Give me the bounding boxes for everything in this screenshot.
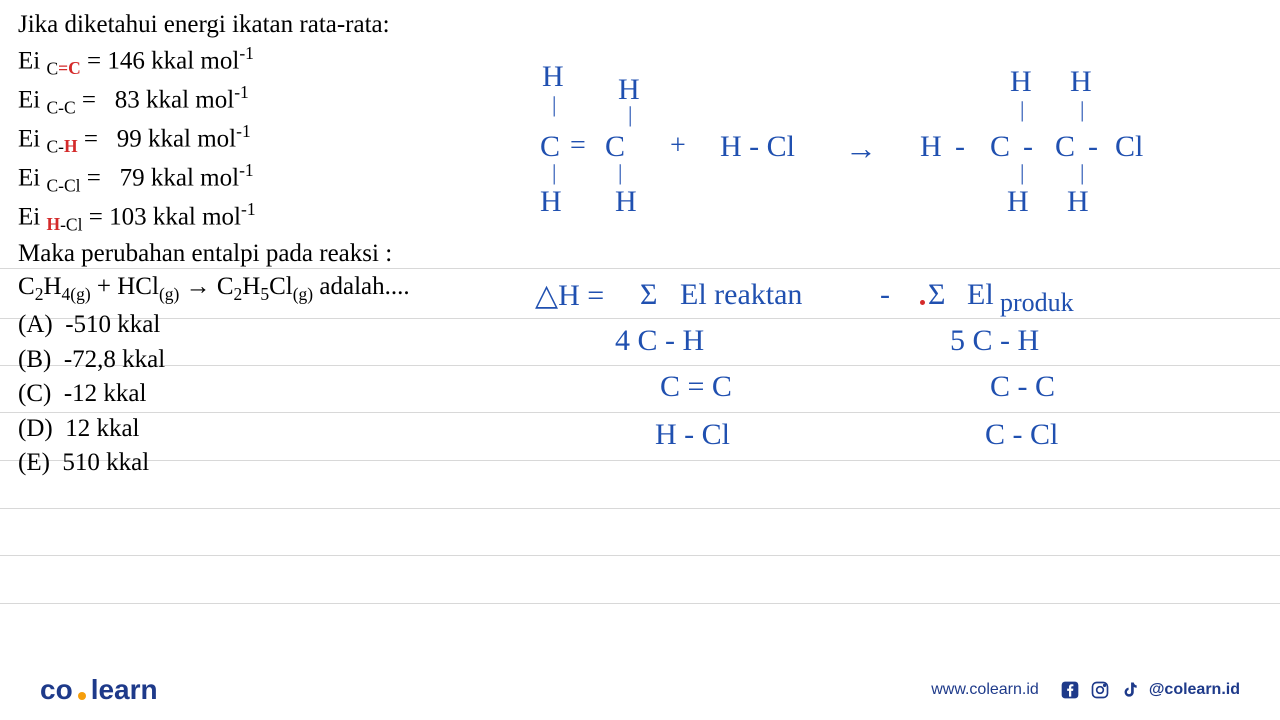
- structure-right-top_H2: H: [1070, 65, 1092, 99]
- bondlist-left-0: 4 C - H: [615, 324, 704, 358]
- structure-right-H: H: [920, 130, 942, 164]
- answer-options: (A) -510 kkal(B) -72,8 kkal(C) -12 kkal(…: [18, 308, 165, 481]
- structure-right-bond_v1: |: [1020, 97, 1024, 123]
- structure-HCl: H - Cl: [720, 130, 795, 164]
- bond-energy-line: Ei H-Cl = 103 kkal mol-1: [18, 198, 410, 237]
- formula-el1: El reaktan: [680, 278, 802, 312]
- formula-minus: -: [880, 278, 890, 312]
- structure-left-bond_v1: |: [552, 92, 556, 118]
- option: (D) 12 kkal: [18, 412, 165, 447]
- structure-right-C2: C: [1055, 130, 1075, 164]
- structure-right-top_H1: H: [1010, 65, 1032, 99]
- bond-energy-line: Ei C-C = 83 kkal mol-1: [18, 81, 410, 120]
- footer-handle: @colearn.id: [1149, 681, 1240, 699]
- structure-plus: +: [670, 130, 686, 162]
- formula-el2: El: [967, 278, 994, 312]
- question-prompt: Maka perubahan entalpi pada reaksi :: [18, 237, 410, 271]
- formula-dH: △H =: [535, 278, 604, 313]
- structure-left-bond_v3: |: [552, 160, 556, 186]
- question-equation: C2H4(g) + HCl(g) → C2H5Cl(g) adalah....: [18, 270, 410, 307]
- formula-sig2: Σ: [928, 278, 945, 312]
- social-icons: @colearn.id: [1059, 679, 1240, 701]
- logo: colearn: [40, 674, 158, 706]
- facebook-icon: [1059, 679, 1081, 701]
- bond-energy-line: Ei C=C = 146 kkal mol-1: [18, 42, 410, 81]
- formula-sig1: Σ: [640, 278, 657, 312]
- structure-left-top_H1: H: [542, 60, 564, 94]
- structure-right-C1: C: [990, 130, 1010, 164]
- bond-energy-line: Ei C-H = 99 kkal mol-1: [18, 120, 410, 159]
- structure-right-Cl: Cl: [1115, 130, 1143, 164]
- structure-right-b3: -: [1088, 130, 1098, 164]
- question-block: Jika diketahui energi ikatan rata-rata: …: [18, 8, 410, 307]
- structure-right-b1: -: [955, 130, 965, 164]
- structure-left-bot_H2: H: [615, 185, 637, 219]
- structure-left-bot_H1: H: [540, 185, 562, 219]
- structure-right-bond_v3: |: [1020, 160, 1024, 186]
- tiktok-icon: [1119, 679, 1141, 701]
- structure-left-dbond: =: [570, 130, 586, 162]
- option: (E) 510 kkal: [18, 446, 165, 481]
- footer-url: www.colearn.id: [931, 681, 1039, 699]
- structure-right-bond_v2: |: [1080, 97, 1084, 123]
- structure-right-b2: -: [1023, 130, 1033, 164]
- option: (C) -12 kkal: [18, 377, 165, 412]
- structure-right-bot_H2: H: [1067, 185, 1089, 219]
- bondlist-right-2: C - Cl: [985, 418, 1058, 452]
- structure-right-bot_H1: H: [1007, 185, 1029, 219]
- bondlist-left-1: C = C: [660, 370, 732, 404]
- structure-left-bond_v2: |: [628, 102, 632, 128]
- footer-right: www.colearn.id @colearn.id: [931, 679, 1240, 701]
- bond-energy-line: Ei C-Cl = 79 kkal mol-1: [18, 159, 410, 198]
- structure-right-bond_v4: |: [1080, 160, 1084, 186]
- bondlist-left-2: H - Cl: [655, 418, 730, 452]
- bondlist-right-1: C - C: [990, 370, 1055, 404]
- question-intro: Jika diketahui energi ikatan rata-rata:: [18, 8, 410, 42]
- structure-left-bond_v4: |: [618, 160, 622, 186]
- bondlist-right-0: 5 C - H: [950, 324, 1039, 358]
- option: (B) -72,8 kkal: [18, 343, 165, 378]
- structure-left-C2: C: [605, 130, 625, 164]
- structure-left-C1: C: [540, 130, 560, 164]
- instagram-icon: [1089, 679, 1111, 701]
- logo-dot: [78, 692, 86, 700]
- option: (A) -510 kkal: [18, 308, 165, 343]
- red-dot: [920, 300, 925, 305]
- footer: colearn www.colearn.id @colearn.id: [0, 660, 1280, 720]
- structure-arrow: →: [845, 130, 877, 167]
- formula-produk: produk: [1000, 288, 1074, 318]
